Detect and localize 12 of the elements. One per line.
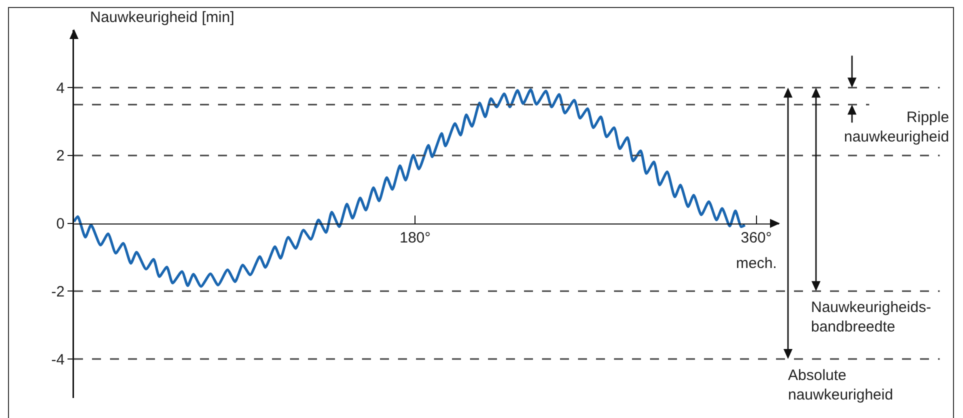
text: Nauwkeurigheids- bandbreedte	[811, 299, 932, 336]
text: Ripple nauwkeurigheid	[844, 109, 950, 146]
y-tick-label: -4	[51, 351, 65, 368]
y-tick-label: 4	[56, 80, 65, 97]
y-axis-title: Nauwkeurigheid [min]	[90, 9, 234, 26]
x-tick-label: 360°	[740, 230, 772, 247]
x-tick-label: 180°	[400, 230, 431, 247]
y-tick-label: 0	[56, 216, 65, 233]
y-tick-label: -2	[51, 283, 65, 300]
x-axis-title: mech.	[736, 255, 777, 272]
text: Absolute nauwkeurigheid	[788, 367, 894, 404]
y-tick-label: 2	[56, 148, 65, 165]
